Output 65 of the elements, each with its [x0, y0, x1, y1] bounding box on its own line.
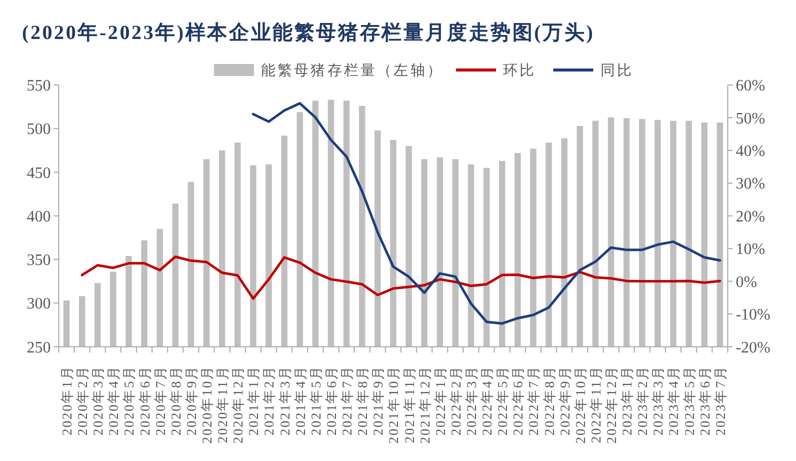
- x-tick-label: 2023年1月: [620, 364, 635, 436]
- x-tick-label: 2020年11月: [215, 364, 230, 444]
- x-tick-label: 2020年12月: [230, 364, 246, 444]
- x-tick-label: 2023年7月: [712, 364, 728, 436]
- x-tick-label: 2020年3月: [90, 364, 106, 436]
- chart-title: (2020年-2023年)样本企业能繁母猪存栏量月度走势图(万头): [22, 21, 595, 44]
- x-tick-label: 2023年5月: [682, 364, 697, 436]
- x-tick-label: 2022年4月: [480, 364, 495, 436]
- y2-tick-label: 10%: [736, 241, 766, 258]
- x-tick-label: 2021年3月: [277, 364, 292, 436]
- y2-tick-label: 0%: [736, 274, 758, 291]
- legend-label: 能繁母猪存栏量（左轴）: [260, 62, 444, 80]
- y2-tick-label: 50%: [736, 110, 766, 128]
- x-tick-label: 2020年8月: [168, 364, 184, 436]
- x-tick-label: 2023年3月: [650, 364, 666, 436]
- x-tick-label: 2020年5月: [122, 364, 137, 436]
- y-tick-label: 350: [26, 252, 51, 270]
- y-tick-label: 500: [26, 121, 51, 138]
- x-tick-label: 2021年11月: [402, 364, 417, 444]
- x-tick-label: 2021年2月: [262, 364, 277, 436]
- x-tick-label: 2020年9月: [184, 364, 199, 436]
- y2-tick-label: -20%: [736, 339, 770, 356]
- x-tick-label: 2020年2月: [75, 364, 90, 436]
- x-tick-label: 2021年9月: [370, 364, 386, 436]
- x-tick-label: 2022年9月: [557, 364, 572, 436]
- x-tick-label: 2020年1月: [59, 364, 74, 436]
- y2-tick-label: -10%: [736, 306, 770, 324]
- x-tick-label: 2022年2月: [448, 364, 464, 436]
- legend-label: 同比: [600, 62, 634, 80]
- x-tick-label: 2022年8月: [542, 364, 557, 436]
- x-tick-label: 2021年8月: [355, 364, 370, 436]
- x-tick-label: 2023年2月: [635, 364, 650, 436]
- x-tick-label: 2020年4月: [106, 364, 122, 436]
- x-tick-label: 2020年7月: [152, 364, 168, 436]
- y2-tick-label: 20%: [736, 208, 766, 226]
- y2-tick-label: 60%: [736, 78, 766, 95]
- x-tick-label: 2021年1月: [246, 364, 262, 436]
- x-tick-label: 2022年3月: [464, 364, 479, 436]
- x-tick-label: 2021年7月: [340, 364, 355, 436]
- y-tick-label: 550: [26, 78, 51, 95]
- x-tick-label: 2020年6月: [137, 364, 152, 436]
- x-tick-label: 2022年7月: [526, 364, 542, 436]
- x-tick-label: 2022年10月: [572, 364, 588, 444]
- x-tick-label: 2022年5月: [495, 364, 510, 436]
- y-tick-label: 250: [26, 339, 51, 356]
- x-tick-label: 2022年11月: [588, 364, 604, 444]
- y-tick-label: 450: [26, 164, 51, 182]
- y2-tick-label: 30%: [736, 176, 766, 193]
- x-tick-label: 2023年6月: [697, 364, 712, 436]
- x-tick-label: 2021年5月: [308, 364, 324, 436]
- legend-label: 环比: [503, 62, 536, 80]
- x-tick-label: 2021年12月: [417, 364, 432, 444]
- x-tick-label: 2022年1月: [432, 364, 448, 436]
- line-series: [80, 255, 722, 300]
- x-tick-label: 2020年10月: [200, 364, 214, 444]
- y-tick-label: 300: [26, 296, 51, 313]
- x-tick-label: 2021年6月: [324, 364, 339, 436]
- x-tick-label: 2022年6月: [510, 364, 526, 436]
- y2-tick-label: 40%: [736, 143, 766, 160]
- line-series: [252, 102, 722, 325]
- x-tick-label: 2022年12月: [604, 364, 620, 444]
- x-tick-label: 2021年4月: [292, 364, 308, 436]
- x-tick-label: 2021年10月: [386, 364, 402, 444]
- x-tick-label: 2023年4月: [666, 364, 682, 436]
- y-tick-label: 400: [26, 208, 51, 226]
